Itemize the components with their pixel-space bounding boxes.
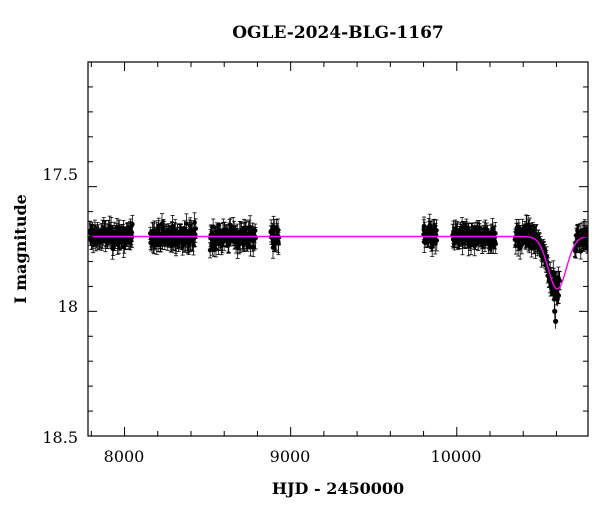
data-point — [585, 239, 588, 245]
plot-area — [88, 212, 588, 329]
data-marks — [88, 212, 588, 329]
x-tick-label: 9000 — [270, 447, 311, 466]
data-point — [557, 278, 562, 284]
model-curve — [88, 235, 588, 290]
x-tick-label: 8000 — [104, 447, 145, 466]
data-point — [130, 221, 135, 227]
y-tick-label: 18 — [58, 297, 78, 316]
data-point — [552, 308, 558, 314]
y-axis-title: I magnitude — [11, 194, 30, 304]
chart-title: OGLE-2024-BLG-1167 — [232, 23, 444, 43]
data-point — [252, 228, 258, 233]
data-point — [276, 235, 282, 240]
data-point — [554, 296, 560, 302]
axis-ticks — [88, 61, 588, 437]
plot-frame — [87, 61, 589, 437]
data-point — [553, 318, 559, 324]
data-point — [193, 226, 199, 231]
data-point — [226, 242, 232, 248]
x-tick-label: 10000 — [431, 447, 482, 466]
y-tick-label: 17.5 — [42, 165, 78, 184]
data-point — [207, 248, 213, 253]
x-axis-title: HJD - 2450000 — [272, 479, 404, 498]
data-point — [550, 291, 556, 297]
data-point — [493, 241, 498, 247]
data-point — [434, 238, 440, 243]
data-point — [184, 221, 189, 226]
data-point — [192, 220, 197, 225]
y-tick-label: 18.5 — [42, 428, 78, 447]
